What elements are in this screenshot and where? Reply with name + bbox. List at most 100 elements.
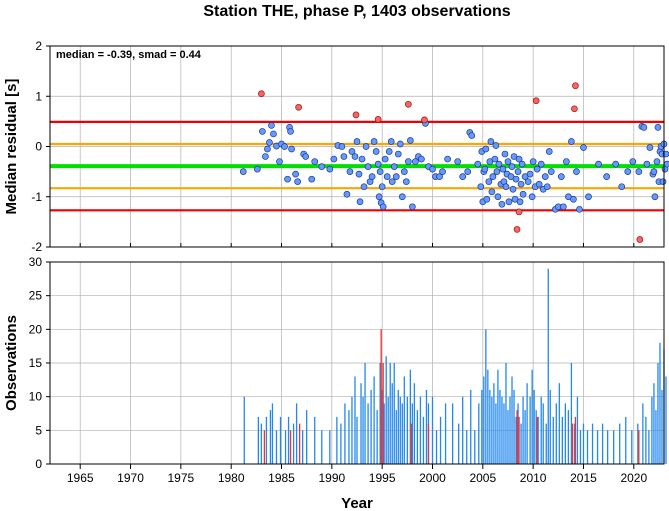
residual-point xyxy=(529,158,537,165)
residual-point xyxy=(254,165,261,173)
year-tick-label: 1980 xyxy=(218,471,245,485)
residual-outlier-point xyxy=(636,236,644,243)
year-tick-label: 1985 xyxy=(268,471,295,485)
residual-point xyxy=(489,173,497,180)
residual-point xyxy=(559,203,567,211)
residual-point xyxy=(491,155,499,163)
residual-point xyxy=(635,168,643,175)
residual-y-tick-label: 2 xyxy=(35,39,42,53)
residual-point xyxy=(528,193,536,201)
residual-point xyxy=(355,170,363,178)
residual-point xyxy=(535,180,543,188)
residual-point xyxy=(400,168,408,175)
residual-outlier-point xyxy=(258,90,265,98)
residual-point xyxy=(477,183,485,191)
year-tick-label: 2020 xyxy=(620,471,647,485)
residual-outlier-point xyxy=(572,82,579,90)
residual-outlier-point xyxy=(532,97,540,105)
residual-point xyxy=(429,165,436,173)
residual-point xyxy=(543,183,551,191)
residual-point xyxy=(659,178,667,186)
residual-outlier-point xyxy=(352,111,360,119)
observations-y-axis-label: Observations xyxy=(3,315,20,411)
residual-outlier-point xyxy=(404,100,412,108)
residual-grid xyxy=(50,45,664,248)
residual-point xyxy=(481,165,489,173)
residual-point xyxy=(563,158,570,165)
residual-point xyxy=(508,163,516,170)
residual-point xyxy=(499,165,507,173)
residual-point xyxy=(545,148,553,155)
residual-point xyxy=(514,168,522,175)
residual-point xyxy=(483,195,491,203)
residual-points xyxy=(239,82,669,243)
year-tick-label: 1975 xyxy=(168,471,195,485)
residual-point xyxy=(515,155,523,163)
year-tick-label: 2000 xyxy=(419,471,446,485)
residual-point xyxy=(358,155,366,163)
residual-point xyxy=(517,180,525,188)
residual-point xyxy=(388,178,396,186)
x-axis-label: Year xyxy=(341,495,373,511)
residual-point xyxy=(392,173,400,180)
residual-point xyxy=(381,155,389,163)
residual-point xyxy=(643,160,651,168)
residual-point xyxy=(239,168,247,175)
residual-point xyxy=(356,198,364,206)
observations-y-ticks: 0 5 10 15 20 25 30 xyxy=(29,255,50,471)
residual-point xyxy=(595,160,602,168)
residual-point xyxy=(409,203,416,211)
residual-point xyxy=(374,160,382,168)
residual-y-tick-label: -2 xyxy=(31,240,42,254)
residual-point xyxy=(368,173,376,180)
residual-point xyxy=(468,132,476,139)
residual-point xyxy=(287,128,294,135)
residual-point xyxy=(378,183,386,191)
residual-point xyxy=(651,193,659,201)
residual-point xyxy=(654,124,662,131)
residual-point xyxy=(488,188,496,196)
residual-point xyxy=(541,173,549,180)
residual-point xyxy=(459,173,467,180)
residual-threshold-lines xyxy=(50,120,664,212)
residual-point xyxy=(624,168,632,175)
residual-point xyxy=(618,183,626,191)
residual-point xyxy=(383,173,391,180)
residual-point xyxy=(646,144,654,151)
residual-point xyxy=(537,160,545,168)
residual-point xyxy=(294,178,301,186)
residual-point xyxy=(284,175,291,183)
residual-point xyxy=(394,150,402,158)
residual-point xyxy=(385,148,393,155)
residual-point xyxy=(264,145,271,153)
residual-outlier-point xyxy=(571,105,578,113)
residual-point xyxy=(603,173,610,180)
residual-point xyxy=(362,143,370,150)
residual-point xyxy=(640,124,648,131)
residual-point xyxy=(570,195,577,203)
observations-y-tick-label: 25 xyxy=(29,289,43,303)
residual-point xyxy=(276,158,283,165)
residual-point xyxy=(493,168,501,175)
residual-point xyxy=(390,163,398,170)
residual-outlier-point xyxy=(374,116,382,123)
residual-point xyxy=(326,165,334,173)
residual-y-axis-label: Median residual [s] xyxy=(3,79,20,215)
year-tick-label: 2010 xyxy=(520,471,547,485)
residual-y-ticks: -2 -1 0 1 2 xyxy=(31,39,635,254)
residual-point xyxy=(524,178,532,186)
year-tick-label: 1970 xyxy=(117,471,144,485)
residual-point xyxy=(338,143,346,150)
residual-point xyxy=(487,138,495,145)
residual-point xyxy=(518,160,526,168)
residual-point xyxy=(396,140,404,148)
residual-point xyxy=(533,165,541,173)
residual-point xyxy=(573,168,580,175)
residual-point xyxy=(504,158,512,165)
residual-point xyxy=(348,148,356,155)
residual-point xyxy=(311,158,319,165)
observations-y-tick-label: 20 xyxy=(29,322,43,336)
residual-point xyxy=(444,155,451,163)
residual-outlier-point xyxy=(295,103,302,111)
residual-point xyxy=(398,193,406,201)
